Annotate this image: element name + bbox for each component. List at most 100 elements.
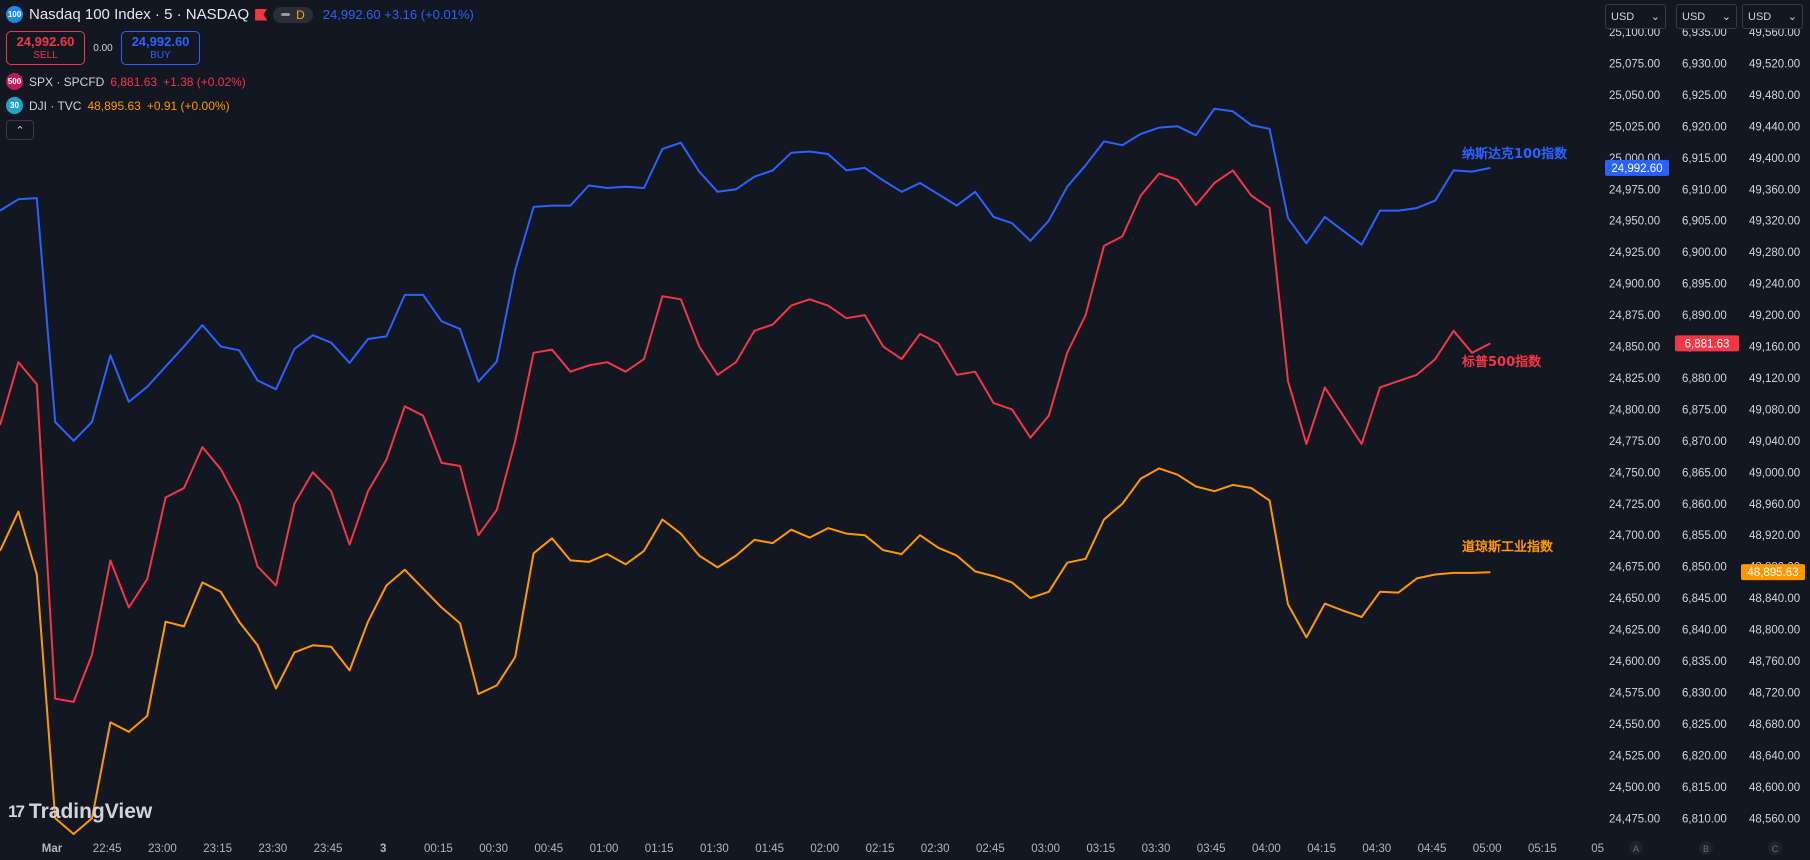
price-tick-label: 6,875.00 — [1682, 404, 1727, 416]
collapse-legend-button[interactable]: ⌃ — [6, 120, 34, 140]
price-tick-label: 49,080.00 — [1749, 404, 1800, 416]
series-line[interactable] — [0, 107, 1491, 442]
price-tick-label: 24,475.00 — [1609, 813, 1660, 825]
spread-value: 0.00 — [93, 42, 113, 54]
price-tick-label: 6,895.00 — [1682, 279, 1727, 291]
series-label: 道琼斯工业指数 — [1462, 539, 1554, 555]
symbol-header[interactable]: 100 Nasdaq 100 Index · 5 · NASDAQ D 24,9… — [6, 6, 474, 23]
legend-change: +0.91 (+0.00%) — [146, 98, 230, 113]
price-tick-label: 49,360.00 — [1749, 184, 1800, 196]
price-tick-label: 49,480.00 — [1749, 90, 1800, 102]
price-tick-label: 48,920.00 — [1749, 530, 1800, 542]
series-line[interactable] — [0, 169, 1491, 703]
price-tick-label: 6,915.00 — [1682, 153, 1727, 165]
sell-button[interactable]: 24,992.60 SELL — [6, 31, 85, 65]
x-tick-label: 3 — [380, 843, 386, 855]
price-tick-label: 6,815.00 — [1682, 782, 1727, 794]
price-tick-label: 24,625.00 — [1609, 625, 1660, 637]
price-tick-label: 6,870.00 — [1682, 436, 1727, 448]
price-tick-label: 49,120.00 — [1749, 373, 1800, 385]
price-tick-label: 24,875.00 — [1609, 310, 1660, 322]
price-tick-label: 6,840.00 — [1682, 625, 1727, 637]
x-tick-label: 04:15 — [1307, 843, 1336, 855]
tradingview-logo[interactable]: 17 TradingView — [8, 800, 152, 824]
x-tick-label: 01:30 — [700, 843, 729, 855]
price-tick-label: 48,840.00 — [1749, 593, 1800, 605]
symbol-title[interactable]: Nasdaq 100 Index · 5 · NASDAQ — [29, 6, 250, 23]
price-tick-label: 48,800.00 — [1749, 625, 1800, 637]
x-tick-label: 04:00 — [1252, 843, 1281, 855]
x-tick-label: 23:45 — [314, 843, 343, 855]
dash-icon — [281, 13, 291, 16]
legend-item-dji[interactable]: 30 DJI · TVC 48,895.63 +0.91 (+0.00%) — [6, 97, 230, 114]
price-tick-label: 24,825.00 — [1609, 373, 1660, 385]
scale-letter-badge[interactable] — [1699, 841, 1713, 855]
currency-label: USD — [1748, 10, 1772, 23]
price-tick-label: 6,855.00 — [1682, 530, 1727, 542]
legend-name: DJI · TVC — [29, 98, 82, 113]
header-price-change: +3.16 (+0.01%) — [384, 7, 474, 22]
scale-letter-badge[interactable] — [1629, 841, 1643, 855]
x-tick-label: 01:15 — [645, 843, 674, 855]
price-tick-label: 24,525.00 — [1609, 750, 1660, 762]
x-tick-label: 03:00 — [1031, 843, 1060, 855]
price-tick-label: 6,850.00 — [1682, 562, 1727, 574]
x-tick-label: 01:00 — [590, 843, 619, 855]
price-tick-label: 24,575.00 — [1609, 687, 1660, 699]
chevron-down-icon: ⌄ — [1650, 11, 1660, 23]
last-price-label: 6,881.63 — [1685, 338, 1730, 350]
x-tick-label: 04:30 — [1362, 843, 1391, 855]
x-tick-label: 23:30 — [258, 843, 287, 855]
legend-item-spx[interactable]: 500 SPX · SPCFD 6,881.63 +1.38 (+0.02%) — [6, 73, 246, 90]
series-line[interactable] — [0, 467, 1491, 835]
x-tick-label: 23:15 — [203, 843, 232, 855]
last-price-box — [1741, 564, 1805, 581]
price-tick-label: 6,835.00 — [1682, 656, 1727, 668]
price-tick-label: 6,900.00 — [1682, 247, 1727, 259]
last-price-box — [1605, 159, 1669, 176]
currency-select-b[interactable]: USD ⌄ — [1676, 4, 1737, 29]
chevron-down-icon: ⌄ — [1787, 11, 1797, 23]
legend-name: SPX · SPCFD — [29, 74, 105, 89]
currency-select-a[interactable]: USD ⌄ — [1605, 4, 1666, 29]
price-tick-label: 6,830.00 — [1682, 687, 1727, 699]
buy-button[interactable]: 24,992.60 BUY — [121, 31, 200, 65]
price-tick-label: 49,320.00 — [1749, 216, 1800, 228]
price-tick-label: 48,680.00 — [1749, 719, 1800, 731]
price-tick-label: 25,075.00 — [1609, 58, 1660, 70]
price-tick-label: 6,825.00 — [1682, 719, 1727, 731]
scale-letter: A — [1633, 844, 1639, 854]
x-tick-label: 05 — [1591, 843, 1604, 855]
price-tick-label: 6,935.00 — [1682, 27, 1727, 39]
last-price-box — [1675, 335, 1739, 352]
price-tick-label: 6,820.00 — [1682, 750, 1727, 762]
series-label: 标普500指数 — [1461, 354, 1542, 370]
price-tick-label: 49,400.00 — [1749, 153, 1800, 165]
price-tick-label: 24,900.00 — [1609, 279, 1660, 291]
x-tick-label: 03:45 — [1197, 843, 1226, 855]
x-tick-label: 03:30 — [1142, 843, 1171, 855]
scale-letter-badge[interactable] — [1768, 841, 1782, 855]
price-scale-a[interactable] — [1600, 0, 1672, 860]
price-tick-label: 24,950.00 — [1609, 216, 1660, 228]
price-tick-label: 24,600.00 — [1609, 656, 1660, 668]
chevron-up-icon: ⌃ — [15, 124, 25, 137]
interval-pill[interactable]: D — [273, 6, 313, 23]
price-tick-label: 24,550.00 — [1609, 719, 1660, 731]
chevron-down-icon: ⌄ — [1721, 11, 1731, 23]
price-scale-b[interactable] — [1672, 0, 1740, 860]
price-tick-label: 25,100.00 — [1609, 27, 1660, 39]
currency-select-c[interactable]: USD ⌄ — [1742, 4, 1803, 29]
price-tick-label: 6,845.00 — [1682, 593, 1727, 605]
last-price-label: 48,895.63 — [1747, 567, 1798, 579]
flag-icon[interactable] — [255, 8, 268, 21]
price-scale-c[interactable] — [1740, 0, 1810, 860]
tradingview-logo-icon: 17 — [8, 802, 25, 821]
x-tick-label: 02:30 — [921, 843, 950, 855]
price-tick-label: 25,050.00 — [1609, 90, 1660, 102]
price-tick-label: 48,720.00 — [1749, 687, 1800, 699]
legend-value: 6,881.63 — [110, 74, 158, 89]
trade-panel: 24,992.60 SELL 0.00 24,992.60 BUY — [6, 31, 200, 65]
price-tick-label: 48,640.00 — [1749, 750, 1800, 762]
